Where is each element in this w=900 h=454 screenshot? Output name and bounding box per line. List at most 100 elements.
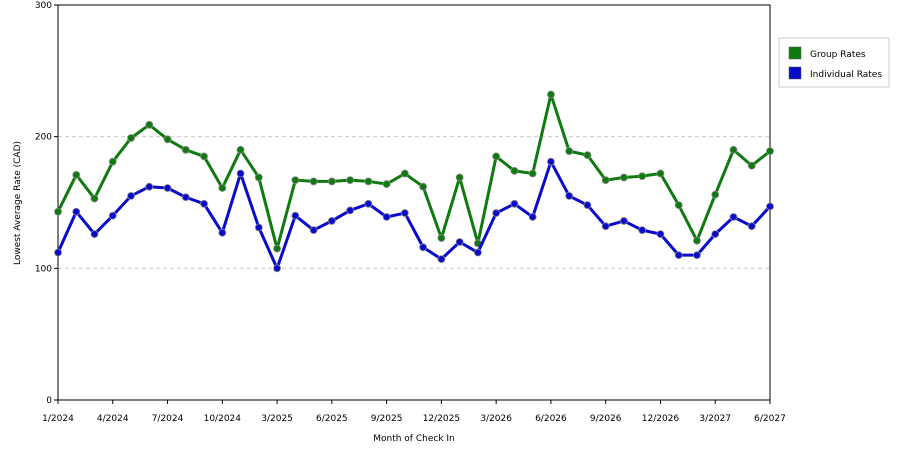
data-point	[254, 173, 263, 182]
data-point	[565, 147, 574, 156]
data-point	[72, 170, 81, 179]
data-point	[547, 90, 555, 99]
data-point	[200, 199, 208, 208]
data-point	[346, 176, 355, 185]
data-point	[145, 182, 154, 191]
x-tick-label: 9/2025	[371, 414, 403, 424]
data-point	[656, 169, 665, 178]
data-point	[601, 222, 610, 231]
x-tick-label: 3/2027	[699, 414, 731, 424]
data-point	[236, 145, 245, 154]
data-point	[528, 213, 537, 221]
data-point	[620, 173, 628, 182]
data-point	[729, 213, 738, 221]
x-tick-label: 7/2024	[152, 414, 184, 424]
data-point	[528, 169, 537, 178]
y-tick-label: 100	[35, 264, 52, 274]
x-tick-label: 4/2024	[97, 414, 129, 424]
data-point	[90, 230, 99, 239]
x-axis-title: Month of Check In	[373, 434, 455, 444]
data-point	[492, 209, 501, 217]
x-tick-label: 12/2025	[423, 414, 460, 424]
data-point	[382, 180, 391, 188]
data-point	[54, 207, 62, 216]
data-point	[327, 177, 336, 186]
x-tick-label: 9/2026	[590, 414, 622, 424]
data-point	[273, 264, 281, 273]
data-point	[510, 166, 519, 175]
data-point	[674, 251, 683, 260]
plot-frame	[57, 4, 771, 401]
data-point	[711, 230, 720, 239]
data-point	[236, 169, 245, 178]
data-point	[364, 199, 373, 208]
data-point	[747, 161, 756, 170]
data-point	[693, 251, 701, 260]
data-point	[364, 177, 373, 186]
data-point	[327, 217, 336, 225]
data-point	[729, 145, 738, 154]
data-point	[291, 211, 300, 220]
data-point	[510, 199, 519, 208]
x-tick-label: 6/2026	[535, 414, 567, 424]
data-point	[437, 234, 446, 242]
data-point	[54, 248, 62, 257]
data-point	[656, 230, 665, 239]
data-point	[400, 209, 409, 217]
data-point	[437, 255, 446, 264]
data-point	[108, 157, 117, 166]
data-point	[419, 243, 428, 252]
series-line	[56, 93, 771, 251]
data-point	[638, 226, 647, 235]
data-point	[127, 134, 135, 142]
x-tick-label: 10/2024	[204, 414, 242, 424]
data-point	[747, 222, 756, 231]
data-point	[620, 217, 628, 225]
y-tick-label: 0	[46, 396, 52, 406]
data-point	[145, 120, 154, 129]
series-line	[56, 160, 772, 270]
x-tick-label: 6/2027	[754, 414, 786, 424]
x-tick-label: 6/2025	[316, 414, 348, 424]
x-tick-label: 3/2025	[261, 414, 293, 424]
data-point	[291, 176, 300, 185]
data-point	[309, 177, 318, 186]
data-point	[90, 194, 99, 203]
data-point	[273, 244, 281, 253]
data-point	[309, 226, 318, 235]
x-tick-label: 3/2026	[480, 414, 512, 424]
data-point	[163, 184, 172, 192]
data-point	[72, 207, 81, 216]
y-tick-label: 200	[35, 133, 52, 143]
data-point	[455, 238, 464, 246]
data-point	[565, 192, 574, 200]
data-point	[583, 201, 592, 210]
data-point	[382, 213, 391, 221]
data-point	[218, 184, 227, 192]
data-point	[693, 236, 701, 245]
data-point	[601, 176, 610, 185]
data-point	[766, 147, 774, 156]
data-point	[766, 202, 774, 211]
data-point	[181, 193, 190, 202]
data-point	[674, 201, 683, 210]
legend-label: Group Rates	[810, 50, 866, 60]
data-point	[127, 192, 135, 200]
legend-label: Individual Rates	[810, 70, 882, 80]
legend-swatch	[788, 66, 802, 80]
data-point	[473, 248, 482, 257]
data-point	[163, 135, 172, 144]
y-axis-title: Lowest Average Rate (CAD)	[13, 141, 23, 265]
data-point	[711, 190, 720, 199]
data-point	[108, 211, 117, 220]
data-point	[254, 223, 263, 232]
data-point	[419, 182, 428, 191]
data-point	[181, 145, 190, 154]
legend-swatch	[788, 46, 802, 60]
data-point	[583, 151, 592, 160]
data-point	[200, 152, 208, 161]
x-tick-label: 12/2026	[642, 414, 680, 424]
data-point	[455, 173, 464, 182]
data-point	[492, 152, 501, 161]
